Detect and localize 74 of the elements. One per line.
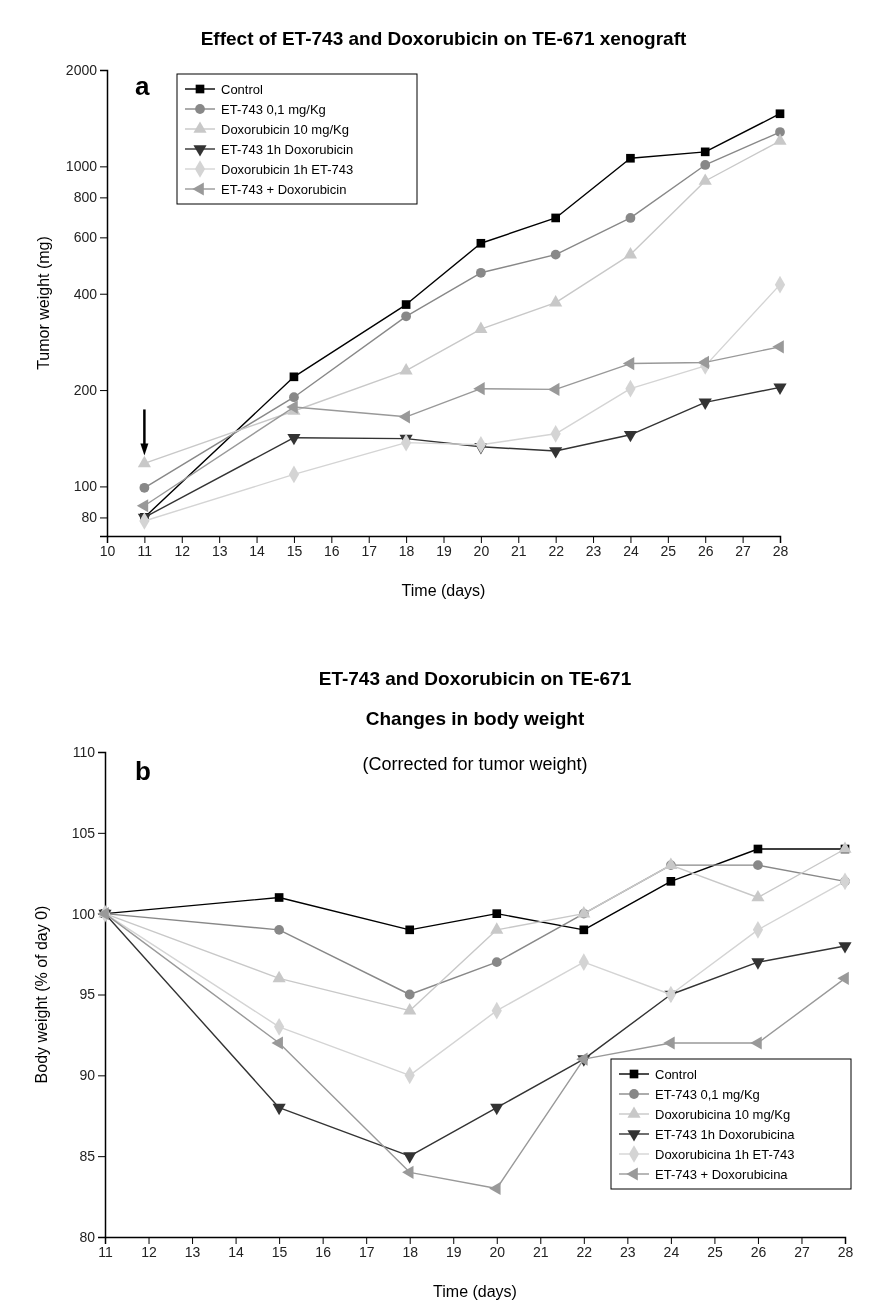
legend-label: ET-743 1h Doxorubicina bbox=[655, 1127, 796, 1142]
legend-label: ET-743 1h Doxorubicin bbox=[221, 142, 354, 157]
chart-title: ET-743 and Doxorubicin on TE-671 bbox=[318, 668, 632, 689]
x-tick-label: 17 bbox=[358, 1243, 375, 1260]
x-tick-label: 22 bbox=[548, 542, 565, 559]
y-tick-label: 400 bbox=[73, 285, 98, 302]
x-tick-label: 24 bbox=[663, 1243, 680, 1260]
x-tick-label: 22 bbox=[576, 1243, 593, 1260]
y-tick-label: 200 bbox=[73, 382, 98, 399]
y-tick-label: 80 bbox=[81, 509, 98, 526]
x-tick-label: 15 bbox=[286, 542, 303, 559]
legend-label: Doxorubicin 1h ET-743 bbox=[221, 162, 354, 177]
x-tick-label: 28 bbox=[772, 542, 789, 559]
y-axis-title: Tumor weight (mg) bbox=[35, 236, 52, 370]
x-tick-label: 27 bbox=[794, 1243, 810, 1260]
y-tick-label: 100 bbox=[71, 905, 96, 922]
y-tick-label: 105 bbox=[71, 824, 96, 841]
x-tick-label: 13 bbox=[184, 1243, 201, 1260]
x-tick-label: 10 bbox=[99, 542, 116, 559]
x-tick-label: 28 bbox=[837, 1243, 854, 1260]
x-tick-label: 25 bbox=[707, 1243, 723, 1260]
x-tick-label: 16 bbox=[315, 1243, 332, 1260]
y-tick-label: 80 bbox=[79, 1228, 96, 1245]
x-tick-label: 27 bbox=[735, 542, 752, 559]
legend-label: Control bbox=[221, 82, 264, 97]
x-tick-label: 11 bbox=[137, 542, 153, 559]
x-tick-label: 18 bbox=[402, 1243, 419, 1260]
legend-label: ET-743 0,1 mg/Kg bbox=[221, 102, 326, 117]
x-axis-title: Time (days) bbox=[401, 582, 486, 599]
legend-label: ET-743 + Doxorubicina bbox=[655, 1167, 789, 1182]
x-tick-label: 23 bbox=[585, 542, 602, 559]
x-tick-label: 19 bbox=[436, 542, 452, 559]
x-axis-title: Time (days) bbox=[433, 1283, 517, 1300]
x-tick-label: 14 bbox=[249, 542, 266, 559]
x-tick-label: 25 bbox=[660, 542, 677, 559]
x-tick-label: 26 bbox=[697, 542, 714, 559]
x-tick-label: 21 bbox=[533, 1243, 549, 1260]
x-tick-label: 26 bbox=[750, 1243, 767, 1260]
x-tick-label: 17 bbox=[361, 542, 378, 559]
x-tick-label: 15 bbox=[271, 1243, 288, 1260]
y-axis-title: Body weight (% of day 0) bbox=[33, 905, 50, 1084]
legend-label: ET-743 0,1 mg/Kg bbox=[655, 1087, 760, 1102]
x-tick-label: 24 bbox=[623, 542, 639, 559]
x-tick-label: 18 bbox=[398, 542, 415, 559]
x-tick-label: 14 bbox=[228, 1243, 245, 1260]
annotation: b bbox=[135, 756, 151, 786]
x-tick-label: 16 bbox=[324, 542, 340, 559]
x-tick-label: 19 bbox=[445, 1243, 462, 1260]
legend-label: Doxorubicina 1h ET-743 bbox=[655, 1147, 795, 1162]
y-tick-label: 90 bbox=[79, 1067, 96, 1084]
x-tick-label: 13 bbox=[211, 542, 228, 559]
y-tick-label: 85 bbox=[79, 1148, 96, 1165]
annotation: (Corrected for tumor weight) bbox=[362, 754, 588, 774]
x-tick-label: 11 bbox=[98, 1243, 113, 1260]
annotation: a bbox=[135, 71, 150, 101]
x-tick-label: 20 bbox=[473, 542, 490, 559]
legend-label: Control bbox=[655, 1067, 698, 1082]
x-tick-label: 12 bbox=[141, 1243, 158, 1260]
y-tick-label: 1000 bbox=[65, 158, 98, 175]
y-tick-label: 2000 bbox=[65, 61, 98, 78]
legend-label: ET-743 + Doxorubicin bbox=[221, 182, 347, 197]
chart-title: Effect of ET-743 and Doxorubicin on TE-671 xenograft bbox=[200, 28, 687, 49]
x-tick-label: 20 bbox=[489, 1243, 506, 1260]
y-tick-label: 110 bbox=[72, 743, 96, 760]
chart-subtitle: Changes in body weight bbox=[365, 708, 585, 729]
x-tick-label: 23 bbox=[620, 1243, 636, 1260]
x-tick-label: 12 bbox=[174, 542, 191, 559]
y-tick-label: 100 bbox=[73, 478, 98, 495]
x-tick-label: 21 bbox=[510, 542, 527, 559]
y-tick-label: 800 bbox=[73, 189, 98, 206]
y-tick-label: 600 bbox=[73, 229, 98, 246]
legend-label: Doxorubicina 10 mg/Kg bbox=[655, 1107, 791, 1122]
legend-label: Doxorubicin 10 mg/Kg bbox=[221, 122, 349, 137]
y-tick-label: 95 bbox=[79, 986, 96, 1003]
